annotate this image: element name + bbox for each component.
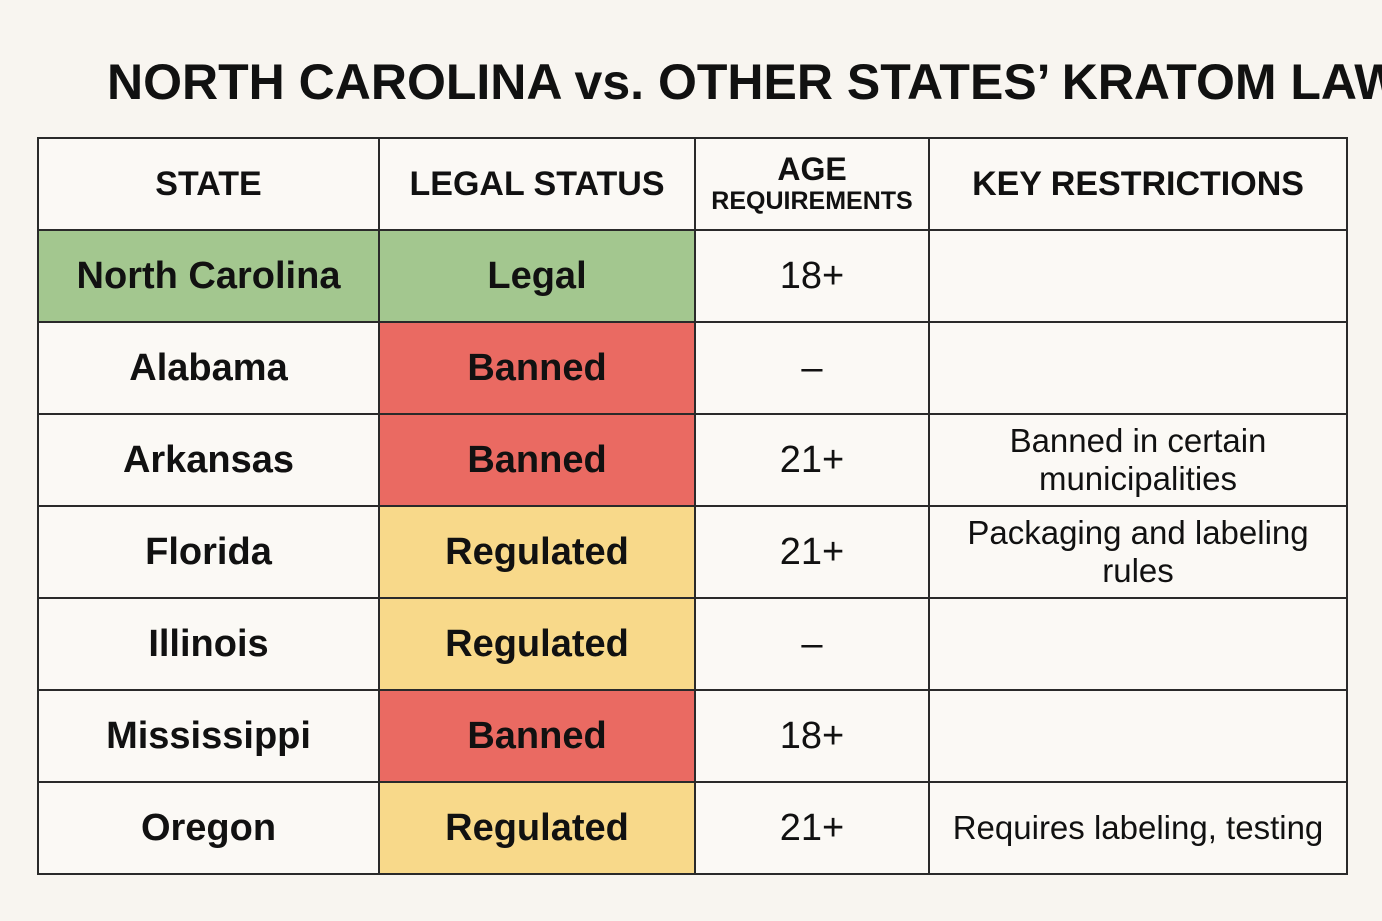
state-cell: Alabama xyxy=(37,321,380,415)
status-cell: Banned xyxy=(378,413,696,507)
status-cell: Regulated xyxy=(378,781,696,875)
column-header-legal-status: LEGAL STATUS xyxy=(378,137,696,231)
table-row: North Carolina Legal 18+ xyxy=(37,229,1348,323)
state-cell: Illinois xyxy=(37,597,380,691)
restrictions-cell xyxy=(928,689,1348,783)
state-cell: North Carolina xyxy=(37,229,380,323)
restrictions-cell: Requires labeling, testing xyxy=(928,781,1348,875)
age-cell: 18+ xyxy=(694,229,930,323)
restrictions-cell xyxy=(928,229,1348,323)
age-cell: – xyxy=(694,321,930,415)
age-header-line2: REQUIREMENTS xyxy=(711,187,913,215)
state-cell: Arkansas xyxy=(37,413,380,507)
restrictions-cell: Banned in certain municipalities xyxy=(928,413,1348,507)
age-cell: 21+ xyxy=(694,505,930,599)
table-row: Oregon Regulated 21+ Requires labeling, … xyxy=(37,781,1348,875)
state-cell: Florida xyxy=(37,505,380,599)
status-cell: Banned xyxy=(378,321,696,415)
kratom-laws-table: STATE LEGAL STATUS AGE REQUIREMENTS KEY … xyxy=(37,137,1348,875)
state-cell: Mississippi xyxy=(37,689,380,783)
table-row: Mississippi Banned 18+ xyxy=(37,689,1348,783)
age-cell: 21+ xyxy=(694,413,930,507)
restrictions-cell xyxy=(928,597,1348,691)
table-row: Florida Regulated 21+ Packaging and labe… xyxy=(37,505,1348,599)
age-cell: 21+ xyxy=(694,781,930,875)
restrictions-cell xyxy=(928,321,1348,415)
age-header-line1: AGE xyxy=(777,151,847,187)
age-cell: – xyxy=(694,597,930,691)
state-cell: Oregon xyxy=(37,781,380,875)
status-cell: Regulated xyxy=(378,597,696,691)
status-cell: Regulated xyxy=(378,505,696,599)
table-row: Alabama Banned – xyxy=(37,321,1348,415)
status-cell: Legal xyxy=(378,229,696,323)
page-title: NORTH CAROLINA vs. OTHER STATES’ KRATOM … xyxy=(107,54,1382,110)
table-row: Illinois Regulated – xyxy=(37,597,1348,691)
restrictions-cell: Packaging and labeling rules xyxy=(928,505,1348,599)
column-header-key-restrictions: KEY RESTRICTIONS xyxy=(928,137,1348,231)
table-row: Arkansas Banned 21+ Banned in certain mu… xyxy=(37,413,1348,507)
age-cell: 18+ xyxy=(694,689,930,783)
header-row: STATE LEGAL STATUS AGE REQUIREMENTS KEY … xyxy=(37,137,1348,231)
column-header-age-requirements: AGE REQUIREMENTS xyxy=(694,137,930,231)
status-cell: Banned xyxy=(378,689,696,783)
column-header-state: STATE xyxy=(37,137,380,231)
